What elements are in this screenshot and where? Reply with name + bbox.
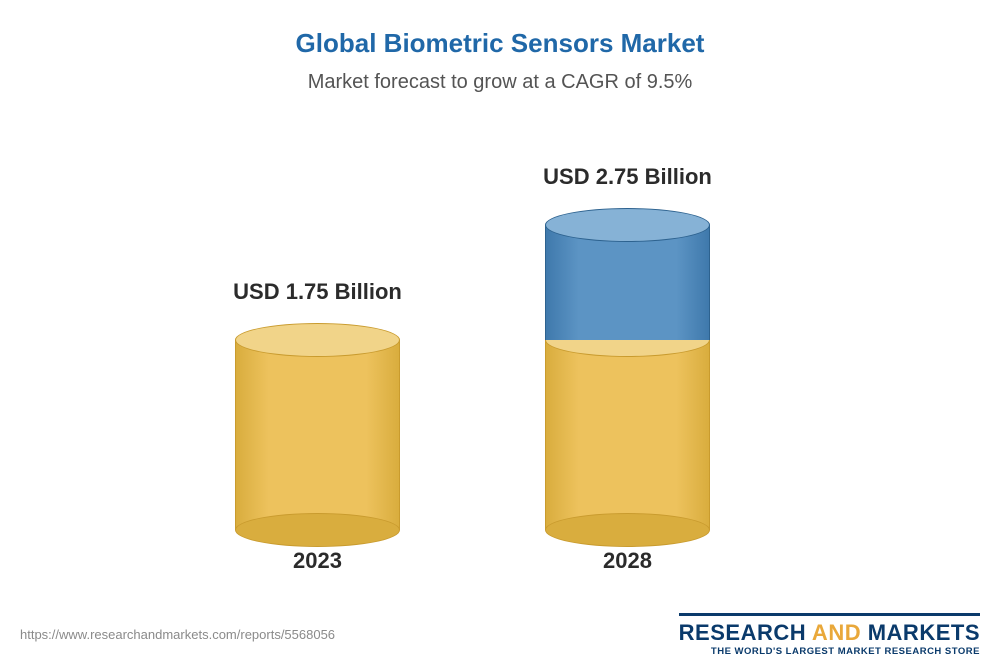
value-label-2023: USD 1.75 Billion (188, 279, 448, 305)
year-label-2023: 2023 (235, 548, 400, 574)
cylinder-bottom (545, 513, 710, 547)
brand-part2: MARKETS (868, 620, 980, 645)
cylinder-top (235, 323, 400, 357)
value-label-2028: USD 2.75 Billion (498, 164, 758, 190)
chart-title: Global Biometric Sensors Market (0, 0, 1000, 59)
brand-block: RESEARCH AND MARKETS THE WORLD'S LARGEST… (679, 613, 980, 657)
footer: https://www.researchandmarkets.com/repor… (0, 612, 1000, 667)
cylinder-segment (235, 340, 400, 530)
year-label-2028: 2028 (545, 548, 710, 574)
cylinder-bottom (235, 513, 400, 547)
cylinder-segment (545, 225, 710, 340)
chart-area: 2023 2028 USD 1.75 Billion USD 2.75 Billi… (0, 140, 1000, 580)
cylinder-top (545, 208, 710, 242)
source-url: https://www.researchandmarkets.com/repor… (20, 627, 335, 642)
brand-part1: RESEARCH (679, 620, 806, 645)
brand-and: AND (806, 620, 868, 645)
brand-name: RESEARCH AND MARKETS (679, 620, 980, 646)
cylinder-segment (545, 340, 710, 530)
chart-subtitle: Market forecast to grow at a CAGR of 9.5… (0, 59, 1000, 94)
brand-tagline: THE WORLD'S LARGEST MARKET RESEARCH STOR… (679, 646, 980, 657)
